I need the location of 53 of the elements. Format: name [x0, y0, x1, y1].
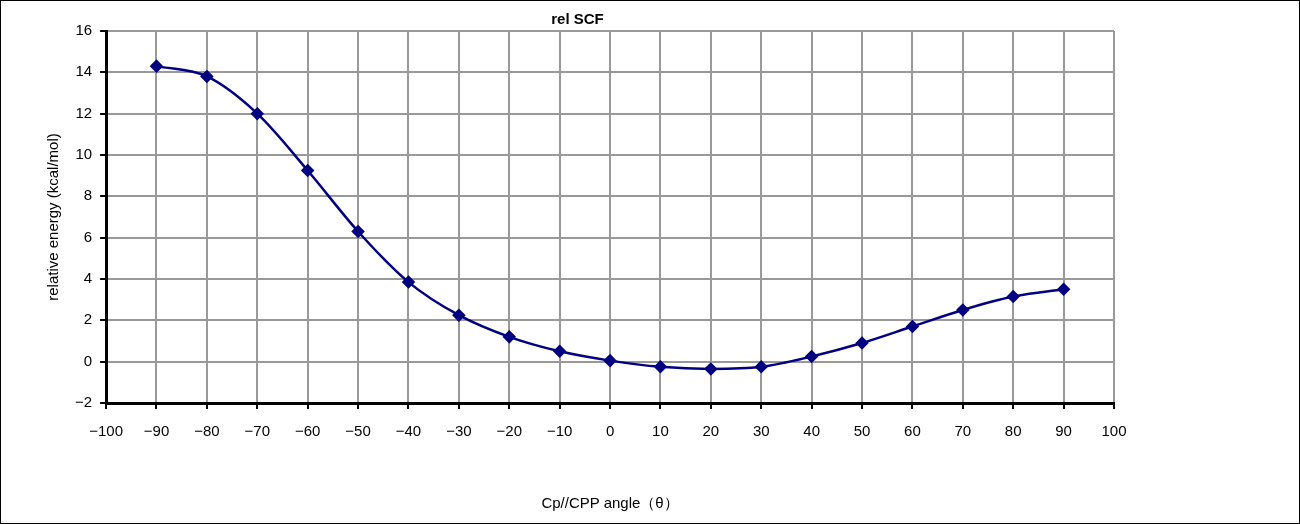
- x-tick-label: −80: [194, 422, 220, 440]
- y-tick-label: 10: [75, 145, 93, 163]
- point: [402, 275, 415, 289]
- x-tick-label: 0: [605, 422, 615, 440]
- point: [704, 362, 718, 376]
- y-tick-label: 2: [83, 310, 93, 328]
- x-tick-label: 70: [954, 422, 972, 440]
- x-tick-label: −30: [446, 422, 472, 440]
- x-tick-label: 90: [1055, 422, 1072, 440]
- x-tick-label: −20: [496, 422, 522, 440]
- point: [654, 360, 667, 374]
- x-tick-label: 100: [1101, 422, 1127, 440]
- y-tick-label: 6: [83, 227, 93, 245]
- chart-title: rel SCF: [551, 10, 604, 28]
- point: [1057, 283, 1070, 296]
- x-tick-label: −90: [143, 422, 170, 440]
- y-tick-label: 4: [83, 269, 93, 287]
- x-tick-label: 20: [702, 422, 720, 440]
- x-tick-label: 10: [652, 422, 669, 440]
- point: [754, 360, 768, 374]
- point: [603, 354, 617, 367]
- point: [351, 225, 365, 238]
- x-tick-label: 50: [853, 422, 871, 440]
- y-tick-label: 8: [83, 186, 93, 204]
- y-tick-label: 14: [75, 62, 93, 80]
- x-tick-label: 60: [904, 422, 921, 440]
- y-axis-title: relative energy (kcal/mol): [44, 133, 62, 301]
- x-tick-label: 80: [1004, 422, 1022, 440]
- point: [956, 303, 970, 317]
- point: [301, 164, 314, 177]
- point: [200, 70, 214, 83]
- x-tick-label: −60: [294, 422, 321, 440]
- point: [805, 350, 818, 363]
- y-tick-label: −2: [74, 393, 93, 411]
- x-tick-label: −50: [345, 422, 371, 440]
- x-tick-label: −100: [89, 422, 123, 440]
- y-tick-label: 16: [75, 21, 93, 39]
- x-tick-label: −40: [395, 422, 422, 440]
- y-tick-label: 12: [75, 103, 93, 121]
- point: [503, 330, 516, 344]
- x-tick-label: −10: [546, 422, 573, 440]
- x-tick-label: −70: [244, 422, 271, 440]
- x-tick-label: 30: [752, 422, 770, 440]
- point: [855, 336, 869, 350]
- x-axis-title: Cp//CPP angle（θ）: [541, 494, 679, 512]
- x-tick-label: 40: [803, 422, 820, 440]
- point: [553, 345, 566, 358]
- y-tick-label: 0: [83, 351, 93, 369]
- point: [1006, 290, 1020, 303]
- point: [906, 320, 919, 333]
- point: [150, 59, 163, 73]
- point: [452, 308, 466, 322]
- point: [251, 107, 264, 120]
